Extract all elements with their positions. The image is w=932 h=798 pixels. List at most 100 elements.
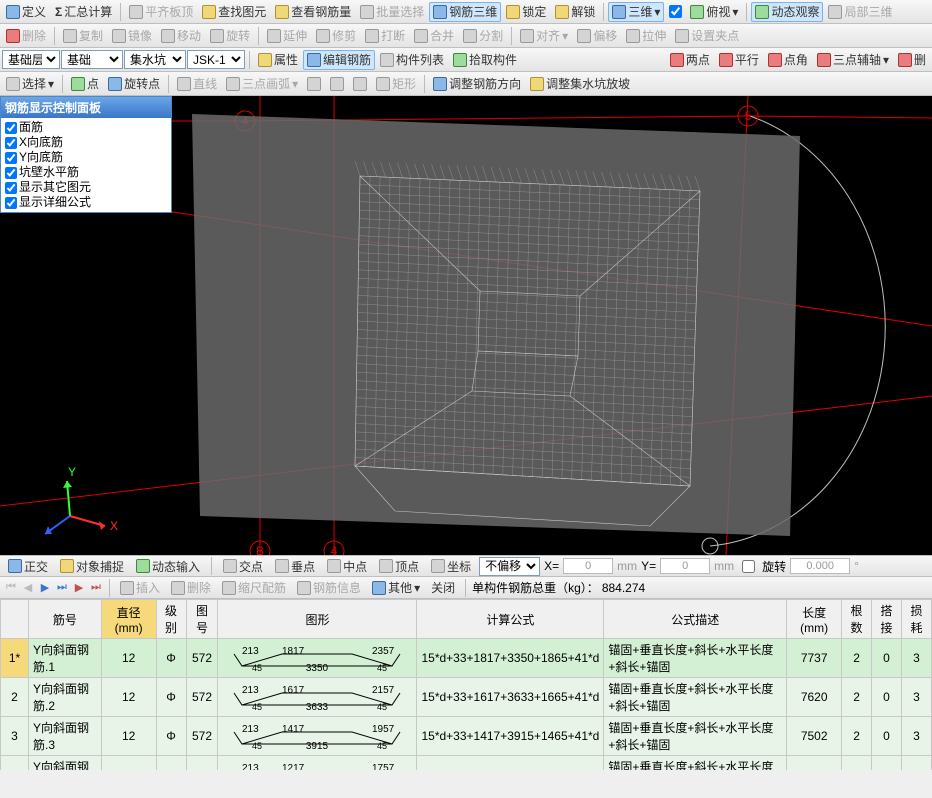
- i1[interactable]: [303, 74, 325, 94]
- parallel-button[interactable]: 平行: [715, 50, 763, 70]
- copy-button[interactable]: 复制: [59, 26, 107, 46]
- cell-len[interactable]: 7385: [787, 756, 842, 771]
- col-header[interactable]: 图形: [218, 600, 417, 639]
- break-button[interactable]: 打断: [361, 26, 409, 46]
- props-button[interactable]: 属性: [254, 50, 302, 70]
- col-header[interactable]: 根数: [842, 600, 872, 639]
- sumcalc-button[interactable]: Σ汇总计算: [51, 2, 116, 22]
- cell-grade[interactable]: Φ: [156, 756, 186, 771]
- cell-grade[interactable]: Φ: [156, 717, 186, 756]
- rect-button[interactable]: 矩形: [372, 74, 420, 94]
- col-header[interactable]: [1, 600, 29, 639]
- split-button[interactable]: 分割: [459, 26, 507, 46]
- extend-button[interactable]: 延伸: [263, 26, 311, 46]
- col-header[interactable]: 直径(mm): [101, 600, 156, 639]
- cell-shape[interactable]: 213 1417 1957 45 3915 45: [218, 717, 417, 756]
- cell-len[interactable]: 7620: [787, 678, 842, 717]
- table-row[interactable]: 4Y向斜面钢筋.412Φ572 213 1217 1757 45 4198 45…: [1, 756, 932, 771]
- rebar-table-area[interactable]: 筋号直径(mm)级别图号图形计算公式公式描述长度(mm)根数搭接损耗 1*Y向斜…: [0, 599, 932, 770]
- nav-last[interactable]: ⏭: [55, 581, 69, 595]
- osnap-toggle[interactable]: 对象捕捉: [56, 556, 128, 576]
- stretch-button[interactable]: 拉伸: [622, 26, 670, 46]
- i2[interactable]: [326, 74, 348, 94]
- cell-lap[interactable]: 0: [872, 717, 902, 756]
- offset-combo[interactable]: 不偏移: [479, 557, 540, 576]
- rebar3d-button[interactable]: 钢筋三维: [429, 2, 501, 22]
- cell-cnt[interactable]: 2: [842, 717, 872, 756]
- rot-check[interactable]: [742, 560, 755, 573]
- trim-button[interactable]: 修剪: [312, 26, 360, 46]
- del-button[interactable]: 删除: [2, 26, 50, 46]
- cell-fig[interactable]: 572: [186, 639, 218, 678]
- dynview-button[interactable]: 动态观察: [751, 2, 823, 22]
- ortho-toggle[interactable]: 正交: [4, 556, 52, 576]
- row-index[interactable]: 3: [1, 717, 29, 756]
- panel-item[interactable]: X向底筋: [3, 135, 169, 150]
- define-button[interactable]: 定义: [2, 2, 50, 22]
- cell-len[interactable]: 7737: [787, 639, 842, 678]
- col-header[interactable]: 搭接: [872, 600, 902, 639]
- panel-check[interactable]: [5, 197, 17, 209]
- perp-snap[interactable]: 垂点: [271, 556, 319, 576]
- merge-button[interactable]: 合并: [410, 26, 458, 46]
- cell-name[interactable]: Y向斜面钢筋.1: [29, 639, 102, 678]
- cell-dia[interactable]: 12: [101, 717, 156, 756]
- select-button[interactable]: 选择 ▾: [2, 74, 58, 94]
- cell-loss[interactable]: 3: [901, 717, 931, 756]
- ptangle-button[interactable]: 点角: [764, 50, 812, 70]
- nav-n2[interactable]: ⏭: [89, 581, 103, 595]
- nav-first[interactable]: ⏮: [4, 581, 18, 595]
- cell-desc[interactable]: 锚固+垂直长度+斜长+水平长度+斜长+锚固: [604, 639, 787, 678]
- insert-button[interactable]: 插入: [116, 578, 164, 598]
- table-row[interactable]: 2Y向斜面钢筋.212Φ572 213 1617 2157 45 3633 45…: [1, 678, 932, 717]
- mirror-button[interactable]: 镜像: [108, 26, 156, 46]
- i3[interactable]: [349, 74, 371, 94]
- cell-fig[interactable]: 572: [186, 678, 218, 717]
- member-combo[interactable]: JSK-1: [187, 50, 245, 69]
- cell-name[interactable]: Y向斜面钢筋.2: [29, 678, 102, 717]
- panel-item[interactable]: 显示其它图元: [3, 180, 169, 195]
- vertex-snap[interactable]: 顶点: [375, 556, 423, 576]
- row-index[interactable]: 4: [1, 756, 29, 771]
- twopt-button[interactable]: 两点: [666, 50, 714, 70]
- y-input[interactable]: [660, 558, 710, 574]
- viewrebar-button[interactable]: 查看钢筋量: [271, 2, 355, 22]
- cell-lap[interactable]: 0: [872, 756, 902, 771]
- threeaux-button[interactable]: 三点辅轴 ▾: [813, 50, 893, 70]
- other-button[interactable]: 其他 ▾: [368, 578, 424, 598]
- view3d-button[interactable]: 三维 ▾: [608, 2, 664, 22]
- col-header[interactable]: 计算公式: [417, 600, 604, 639]
- cell-loss[interactable]: 3: [901, 678, 931, 717]
- panel-item[interactable]: 坑壁水平筋: [3, 165, 169, 180]
- panel-check[interactable]: [5, 182, 17, 194]
- col-header[interactable]: 筋号: [29, 600, 102, 639]
- col-header[interactable]: 图号: [186, 600, 218, 639]
- cell-name[interactable]: Y向斜面钢筋.4: [29, 756, 102, 771]
- findelem-button[interactable]: 查找图元: [198, 2, 270, 22]
- table-row[interactable]: 1*Y向斜面钢筋.112Φ572 213 1817 2357 45 3350 4…: [1, 639, 932, 678]
- cell-formula[interactable]: 15*d+33+1617+3633+1665+41*d: [417, 678, 604, 717]
- cell-dia[interactable]: 12: [101, 756, 156, 771]
- cell-formula[interactable]: 15*d+33+1417+3915+1465+41*d: [417, 717, 604, 756]
- viewport-3d[interactable]: 4 5 4 B X Y: [0, 96, 932, 555]
- lock-button[interactable]: 锁定: [502, 2, 550, 22]
- cell-fig[interactable]: 572: [186, 717, 218, 756]
- editrebar-button[interactable]: 编辑钢筋: [303, 50, 375, 70]
- cell-grade[interactable]: Φ: [156, 678, 186, 717]
- rebarinfo-button[interactable]: 钢筋信息: [293, 578, 365, 598]
- line-button[interactable]: 直线: [173, 74, 221, 94]
- col-header[interactable]: 损耗: [901, 600, 931, 639]
- panel-check[interactable]: [5, 122, 17, 134]
- floor-combo[interactable]: 基础层: [2, 50, 60, 69]
- adjslope-button[interactable]: 调整集水坑放坡: [526, 74, 634, 94]
- cell-shape[interactable]: 213 1617 2157 45 3633 45: [218, 678, 417, 717]
- pickcomp-button[interactable]: 拾取构件: [449, 50, 521, 70]
- cell-cnt[interactable]: 2: [842, 639, 872, 678]
- cell-cnt[interactable]: 2: [842, 756, 872, 771]
- mid-snap[interactable]: 中点: [323, 556, 371, 576]
- close-button[interactable]: 关闭: [427, 578, 459, 598]
- cell-dia[interactable]: 12: [101, 678, 156, 717]
- col-header[interactable]: 公式描述: [604, 600, 787, 639]
- cell-len[interactable]: 7502: [787, 717, 842, 756]
- panel-check[interactable]: [5, 152, 17, 164]
